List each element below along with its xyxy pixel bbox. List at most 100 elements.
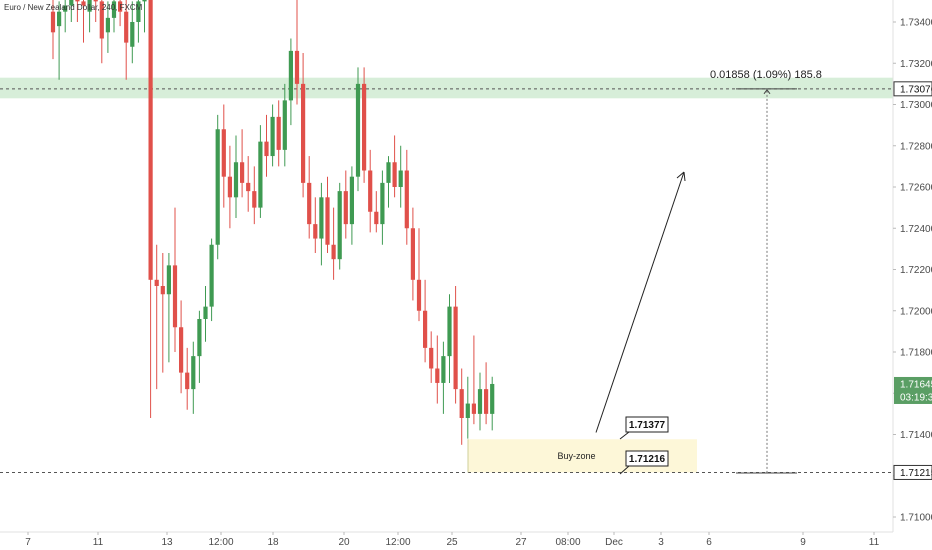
candle-bearish [423,310,428,348]
candle-bullish [63,5,68,12]
candle-bearish [294,50,300,84]
candle-bullish [477,389,483,414]
current-price-tag: 1.71645 [900,379,932,390]
candle-bullish [130,22,135,47]
candle-bearish [362,83,367,171]
candle-bearish [93,0,98,2]
current-price-tag-bg [894,376,932,391]
price-axis[interactable]: 1.73400 1.73200 1.73000 1.72800 1.72600 1.724… [893,18,932,524]
candle-bullish [398,170,403,187]
candles-layer [50,0,495,445]
time-tick-label: 12:00 [208,537,233,548]
candle-bullish [337,191,342,260]
candle-bearish [81,1,86,6]
candle-bearish [301,83,306,183]
candle-bullish [166,265,171,295]
price-tick-label: 1.72800 [900,141,932,152]
candle-bearish [148,0,153,280]
candle-bearish [404,170,409,229]
candle-bearish [325,197,330,245]
candle-bullish [258,141,263,208]
candle-bullish [197,319,202,357]
candle-bearish [118,1,123,12]
candle-bearish [416,279,422,311]
candle-bullish [441,356,446,383]
candle-bearish [343,191,348,225]
candle-bullish [136,1,141,22]
chart-title: Euro / New Zealand Dollar, 240, FXCM [4,3,143,12]
time-tick-label: 12:00 [385,537,410,548]
price-tick-label: 1.71000 [900,513,932,524]
countdown-tag: 03:19:34 [900,392,932,403]
candle-bullish [447,306,452,357]
time-tick-label: 3 [658,537,664,548]
countdown-tag-bg [894,389,932,404]
candle-bullish [105,17,110,33]
candle-bullish [319,197,324,239]
projection-arrow [595,171,685,433]
buy-zone-bottom-callout-text: 1.71216 [629,454,666,465]
candle-bullish [288,50,293,101]
candle-bullish [142,0,147,2]
resistance-zone [0,77,893,99]
annotations-layer: 0.01858 (1.09%) 185.8 1.71377 1.71216 [595,69,822,475]
candle-bearish [264,141,269,157]
candle-bearish [252,191,257,208]
price-tick-label: 1.72200 [900,265,932,276]
zones-layer: Buy-zone [0,77,893,473]
candle-bullish [203,306,208,319]
candle-bearish [227,176,232,198]
candle-bearish [484,389,489,414]
candle-bearish [99,1,104,39]
candle-bullish [57,11,62,27]
buy-zone-price-tag: 1.71215 [900,468,932,479]
candle-bullish [87,0,92,12]
buy-zone-price-tag-border [893,464,932,480]
time-tick-label: 20 [338,537,350,548]
time-tick-label: 7 [25,537,31,548]
candle-bullish [209,244,214,307]
candle-bearish [276,116,281,150]
candle-bearish [240,162,245,183]
buy-zone-price-tag-bg [894,465,932,480]
time-tick-label: 11 [869,537,880,548]
candle-bullish [215,129,220,245]
buy-zone-top-callout-pointer [619,431,630,440]
candle-bearish [410,228,415,280]
time-tick-label: 25 [446,537,458,548]
candle-bearish [154,279,159,286]
candle-bearish [429,347,434,369]
candle-bullish [69,0,74,6]
measure-label: 0.01858 (1.09%) 185.8 [710,69,822,81]
price-tick-label: 1.71800 [900,348,932,359]
candle-bearish [374,211,379,225]
price-tick-label: 1.71400 [900,430,932,441]
candle-bearish [160,286,165,295]
time-axis[interactable]: 7 11 13 12:00 18 20 12:00 25 27 08:00 Dec 3 6 9 11 [25,532,880,548]
time-tick-label: Dec [605,537,623,548]
candle-bearish [185,372,190,390]
candle-bullish [282,100,287,150]
time-tick-label: 27 [515,537,527,548]
buy-zone-top-callout-box [625,416,669,433]
time-tick-label: 11 [93,537,104,548]
resistance-price-tag: 1.73076 [900,84,932,95]
candle-bearish [179,327,184,373]
candle-bearish [453,306,458,390]
price-tick-label: 1.73200 [900,59,932,70]
candle-bullish [465,403,470,418]
time-tick-label: 08:00 [555,537,580,548]
candle-bearish [368,170,373,212]
candle-bearish [172,265,178,328]
candle-bearish [221,129,226,177]
candle-bearish [392,162,397,187]
price-tick-label: 1.72400 [900,224,932,235]
buy-zone-top-callout-text: 1.71377 [629,420,666,431]
candle-bullish [191,356,196,390]
buy-zone-bottom-callout-pointer [619,465,630,475]
candle-bearish [331,244,336,260]
time-tick-label: 6 [706,537,712,548]
price-tick-label: 1.72000 [900,306,932,317]
candle-bearish [471,403,476,414]
